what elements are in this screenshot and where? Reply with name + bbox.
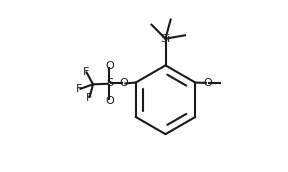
Text: F: F	[83, 67, 89, 77]
Text: O: O	[105, 61, 114, 71]
Text: S: S	[106, 78, 113, 88]
Text: Si: Si	[160, 34, 170, 44]
Text: F: F	[86, 93, 92, 103]
Text: F: F	[76, 84, 82, 94]
Text: O: O	[203, 78, 212, 88]
Text: O: O	[120, 78, 128, 88]
Text: O: O	[105, 96, 114, 106]
